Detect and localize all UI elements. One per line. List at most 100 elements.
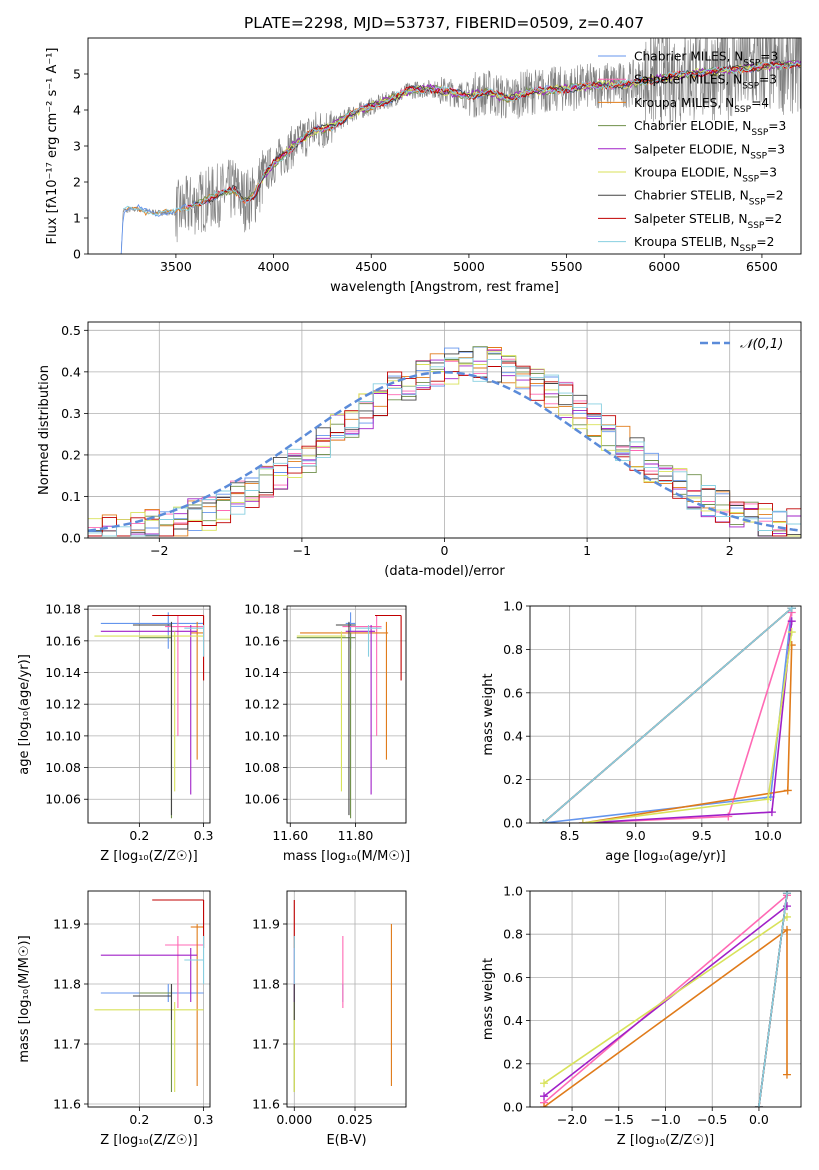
age-vs-Z-xlabel: Z [log₁₀(Z/Z☉)] [100, 849, 197, 864]
weight-vs-age-plot-area [539, 606, 796, 823]
residual-histogram [88, 357, 801, 537]
spectrum-ytick-label: 2 [73, 175, 81, 190]
age-vs-mass-ytick-label: 10.16 [244, 633, 280, 648]
residuals-ytick-label: 0.3 [61, 406, 81, 421]
legend-entry-label: Kroupa ELODIE, NSSP=3 [634, 166, 777, 185]
sfh-weight-line [543, 894, 788, 1104]
sfh-weight-marker [539, 819, 548, 823]
spectrum-ytick-label: 1 [73, 211, 81, 226]
weight-vs-Z-xtick-label: −2.0 [557, 1112, 587, 1127]
age-vs-mass-ytick-label: 10.12 [244, 697, 280, 712]
mass-vs-ebv-gridlines [287, 891, 406, 1107]
sfh-weight-marker [540, 1092, 549, 1101]
mass-vs-Z-ytick-label: 11.6 [53, 1097, 81, 1112]
age-vs-Z-ytick-label: 10.08 [45, 760, 81, 775]
age-vs-Z-xtick-label: 0.3 [194, 828, 214, 843]
legend-entry-label: 𝒩(0,1) [740, 337, 783, 352]
age-vs-Z-gridlines [88, 606, 210, 823]
sfh-weight-line [543, 905, 788, 1097]
residuals-ytick-label: 0.0 [61, 531, 81, 546]
sfh-weight-line [582, 621, 793, 823]
spectrum-ytick-label: 0 [73, 247, 81, 262]
mass-vs-Z-plot-area [94, 899, 205, 1092]
weight-vs-age-ytick-label: 0.4 [503, 729, 523, 744]
weight-vs-Z-ytick-label: 0.4 [503, 1013, 523, 1028]
weight-vs-age-panel: 8.5 9.0 9.5 10.0 0.0 0.2 0.4 0.6 0.8 1.0 age [log₁… [481, 599, 802, 864]
mass-vs-ebv-ytick-label: 11.9 [252, 917, 280, 932]
weight-vs-age-ytick-label: 0.8 [503, 642, 523, 657]
weight-vs-age-xtick-label: 10.0 [754, 828, 782, 843]
sfh-weight-marker [787, 606, 796, 613]
weight-vs-Z-ytick-label: 0.2 [503, 1056, 523, 1071]
mass-vs-Z-ylabel: mass [log₁₀(M/M☉)] [17, 935, 32, 1062]
age-vs-Z-ylabel: age [log₁₀(age/yr)] [17, 654, 32, 775]
age-vs-Z-ytick-label: 10.14 [45, 665, 81, 680]
spectrum-xtick-label: 5000 [453, 259, 485, 274]
age-vs-mass-ytick-label: 10.08 [244, 760, 280, 775]
age-vs-mass-frame [286, 605, 407, 824]
mass-vs-ebv-ytick-label: 11.8 [252, 977, 280, 992]
mass-vs-Z-frame [87, 890, 211, 1108]
sfh-weight-marker [787, 628, 796, 637]
observed-spectrum-line [120, 38, 801, 254]
mass-vs-ebv-axes: 0.000 0.025 11.6 11.7 11.8 11.9 E(B-V) [252, 890, 407, 1148]
sfh-weight-line [582, 612, 793, 823]
age-vs-mass-panel: 11.60 11.80 10.06 10.08 10.10 10.12 10.14 10.16… [244, 602, 410, 864]
weight-vs-Z-xtick-label: −0.5 [697, 1112, 727, 1127]
weight-vs-age-ytick-label: 0.6 [503, 685, 523, 700]
residuals-frame [87, 321, 802, 539]
age-vs-mass-axes: 11.60 11.80 10.06 10.08 10.10 10.12 10.14 10.16… [244, 602, 410, 864]
mass-vs-Z-xtick-label: 0.3 [194, 1112, 214, 1127]
residuals-ytick-label: 0.2 [61, 447, 81, 462]
age-vs-Z-ytick-label: 10.16 [45, 633, 81, 648]
age-vs-mass-plot-area [296, 612, 402, 819]
age-vs-Z-ytick-label: 10.12 [45, 697, 81, 712]
spectrum-ytick-label: 4 [73, 103, 81, 118]
residual-histogram [88, 362, 801, 537]
mass-vs-ebv-plot-area [293, 900, 392, 1092]
weight-vs-age-ytick-label: 1.0 [503, 599, 523, 614]
weight-vs-Z-ytick-label: 1.0 [503, 884, 523, 899]
sfh-weight-line [758, 893, 788, 1107]
weight-vs-Z-panel: −2.0 −1.5 −1.0 −0.5 0.0 0.0 0.2 0.4 0.6 0.8 1.0 Z [… [481, 884, 802, 1148]
spectrum-ytick-label: 5 [73, 67, 81, 82]
sfh-weight-marker [783, 786, 792, 795]
residuals-xtick-label: 2 [726, 543, 734, 558]
legend-entry-label: Chabrier ELODIE, NSSP=3 [634, 119, 786, 138]
spectrum-panel: 3500 4000 4500 5000 5500 6000 6500 0 1 2 3 4 5 wavele… [45, 37, 802, 295]
mass-vs-ebv-panel: 0.000 0.025 11.6 11.7 11.8 11.9 E(B-V) [252, 890, 407, 1148]
age-vs-mass-xlabel: mass [log₁₀(M/M☉)] [283, 849, 410, 864]
mass-vs-ebv-ytick-label: 11.6 [252, 1097, 280, 1112]
weight-vs-Z-ytick-label: 0.6 [503, 970, 523, 985]
legend-entry-label: Chabrier MILES, NSSP=3 [634, 50, 778, 69]
weight-vs-age-ytick-label: 0.2 [503, 772, 523, 787]
age-vs-mass-ytick-label: 10.14 [244, 665, 280, 680]
weight-vs-age-axes: 8.5 9.0 9.5 10.0 0.0 0.2 0.4 0.6 0.8 1.0 age [log₁… [481, 599, 802, 864]
mass-vs-ebv-ytick-label: 11.7 [252, 1037, 280, 1052]
sfh-weight-marker [787, 617, 796, 626]
weight-vs-Z-axes: −2.0 −1.5 −1.0 −0.5 0.0 0.0 0.2 0.4 0.6 0.8 1.0 Z [… [481, 884, 802, 1148]
weight-vs-Z-ytick-label: 0.0 [503, 1100, 523, 1115]
sfh-weight-marker [754, 1103, 763, 1107]
residuals-xtick-label: −1 [293, 543, 311, 558]
mass-vs-Z-ytick-label: 11.8 [53, 977, 81, 992]
spectrum-xtick-label: 4500 [355, 259, 387, 274]
sfh-weight-marker [767, 808, 776, 817]
spectrum-frame [87, 37, 802, 255]
residual-histogram [88, 346, 801, 537]
mass-vs-Z-axes: 0.2 0.3 11.6 11.7 11.8 11.9 Z [log₁₀(Z/Z☉)] mas… [17, 890, 214, 1148]
residuals-xtick-label: 1 [583, 543, 591, 558]
spectrum-legend: Chabrier MILES, NSSP=3 Salpeter MILES, NS… [598, 50, 786, 254]
age-vs-mass-ytick-label: 10.06 [244, 792, 280, 807]
legend-entry-label: Chabrier STELIB, NSSP=2 [634, 189, 784, 208]
spectrum-ytick-label: 3 [73, 139, 81, 154]
mass-vs-Z-xtick-label: 0.2 [129, 1112, 149, 1127]
age-vs-mass-xtick-label: 11.80 [338, 828, 374, 843]
legend-entry-label: Salpeter MILES, NSSP=3 [634, 73, 777, 92]
normal-distribution-curve [88, 371, 801, 532]
age-vs-Z-xtick-label: 0.2 [129, 828, 149, 843]
mass-vs-Z-gridlines [88, 891, 210, 1107]
mass-vs-ebv-frame [286, 890, 407, 1108]
weight-vs-age-xtick-label: 9.5 [692, 828, 712, 843]
